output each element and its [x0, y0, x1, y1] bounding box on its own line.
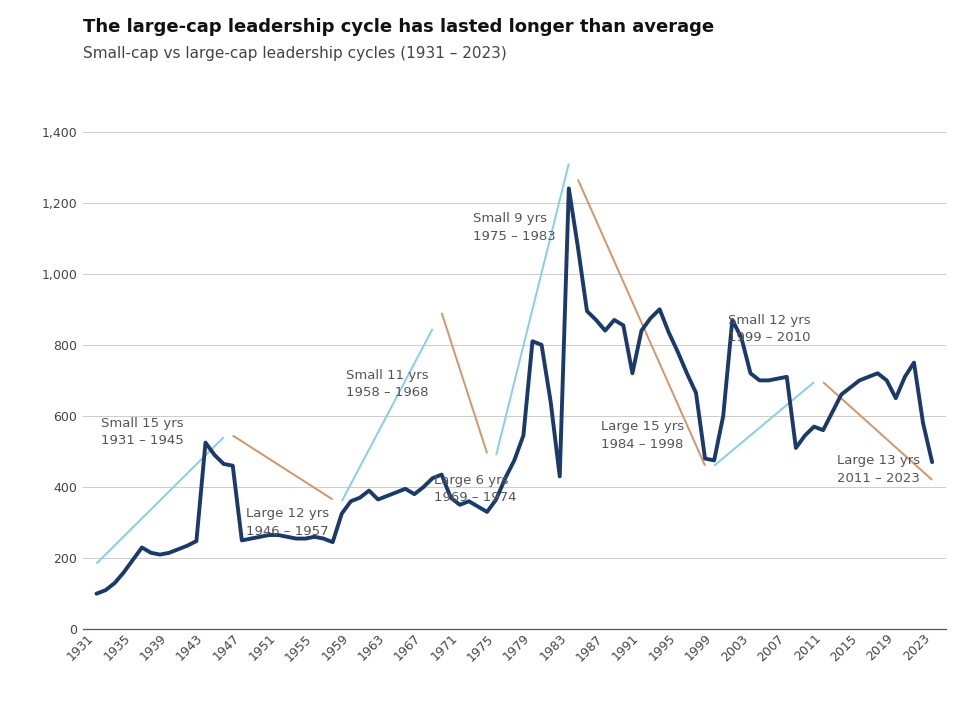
Text: Small 9 yrs
1975 – 1983: Small 9 yrs 1975 – 1983	[474, 213, 556, 242]
Text: Large 15 yrs
1984 – 1998: Large 15 yrs 1984 – 1998	[601, 420, 683, 451]
Text: The large-cap leadership cycle has lasted longer than average: The large-cap leadership cycle has laste…	[83, 18, 714, 36]
Text: Small 12 yrs
1999 – 2010: Small 12 yrs 1999 – 2010	[727, 314, 810, 344]
Text: Small 15 yrs
1931 – 1945: Small 15 yrs 1931 – 1945	[101, 417, 184, 447]
Text: Large 12 yrs
1946 – 1957: Large 12 yrs 1946 – 1957	[247, 508, 330, 538]
Text: Large 6 yrs
1969 – 1974: Large 6 yrs 1969 – 1974	[435, 474, 517, 504]
Text: Small-cap vs large-cap leadership cycles (1931 – 2023): Small-cap vs large-cap leadership cycles…	[83, 46, 507, 61]
Text: Small 11 yrs
1958 – 1968: Small 11 yrs 1958 – 1968	[346, 369, 429, 399]
Text: Large 13 yrs
2011 – 2023: Large 13 yrs 2011 – 2023	[837, 454, 919, 484]
